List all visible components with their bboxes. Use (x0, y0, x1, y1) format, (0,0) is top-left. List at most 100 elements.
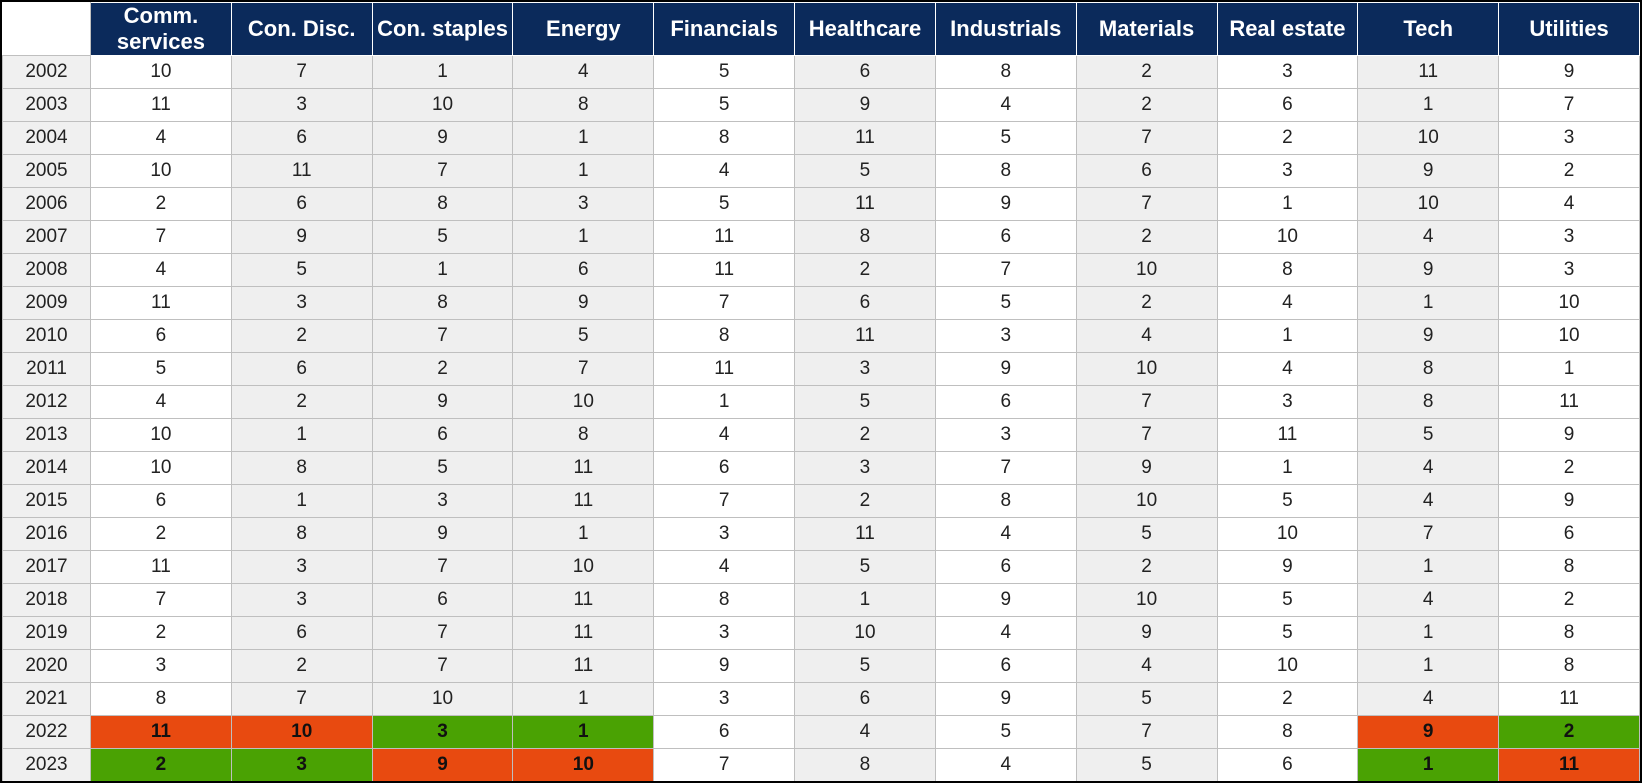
value-cell: 11 (795, 188, 936, 221)
year-cell: 2014 (3, 452, 91, 485)
value-cell: 2 (1499, 155, 1640, 188)
year-cell: 2020 (3, 650, 91, 683)
value-cell: 5 (654, 56, 795, 89)
year-cell: 2015 (3, 485, 91, 518)
col-header: Financials (654, 3, 795, 56)
value-cell: 8 (935, 485, 1076, 518)
value-cell: 8 (795, 221, 936, 254)
value-cell: 8 (654, 122, 795, 155)
value-cell: 2 (231, 650, 372, 683)
year-cell: 2023 (3, 749, 91, 782)
value-cell: 9 (1499, 419, 1640, 452)
value-cell: 6 (91, 485, 232, 518)
value-cell: 4 (654, 551, 795, 584)
value-cell: 7 (372, 617, 513, 650)
value-cell: 9 (372, 122, 513, 155)
col-header: Energy (513, 3, 654, 56)
value-cell: 6 (1076, 155, 1217, 188)
value-cell: 9 (935, 683, 1076, 716)
value-cell: 10 (513, 386, 654, 419)
value-cell: 5 (1217, 485, 1358, 518)
value-cell: 6 (231, 617, 372, 650)
value-cell: 9 (1217, 551, 1358, 584)
value-cell: 8 (231, 452, 372, 485)
value-cell: 6 (935, 650, 1076, 683)
value-cell: 6 (1217, 89, 1358, 122)
value-cell: 8 (231, 518, 372, 551)
value-cell: 11 (513, 650, 654, 683)
value-cell: 3 (935, 320, 1076, 353)
value-cell: 8 (1217, 254, 1358, 287)
value-cell: 4 (935, 518, 1076, 551)
value-cell: 7 (372, 320, 513, 353)
value-cell: 2 (1499, 716, 1640, 749)
value-cell: 8 (1358, 386, 1499, 419)
value-cell: 10 (513, 551, 654, 584)
value-cell: 2 (795, 485, 936, 518)
value-cell: 5 (654, 89, 795, 122)
value-cell: 11 (654, 254, 795, 287)
value-cell: 3 (1217, 56, 1358, 89)
value-cell: 9 (935, 584, 1076, 617)
table-row: 20221110316457892 (3, 716, 1640, 749)
value-cell: 5 (1076, 518, 1217, 551)
value-cell: 9 (1499, 56, 1640, 89)
value-cell: 9 (372, 518, 513, 551)
value-cell: 10 (372, 89, 513, 122)
table-row: 20077951118621043 (3, 221, 1640, 254)
value-cell: 3 (231, 584, 372, 617)
value-cell: 4 (91, 254, 232, 287)
value-cell: 4 (1358, 683, 1499, 716)
table-corner-cell (3, 3, 91, 56)
value-cell: 11 (1217, 419, 1358, 452)
value-cell: 9 (513, 287, 654, 320)
value-cell: 8 (1499, 551, 1640, 584)
value-cell: 3 (795, 452, 936, 485)
value-cell: 6 (1217, 749, 1358, 782)
value-cell: 2 (1076, 221, 1217, 254)
value-cell: 6 (935, 386, 1076, 419)
value-cell: 1 (1217, 452, 1358, 485)
year-cell: 2017 (3, 551, 91, 584)
table-row: 20218710136952411 (3, 683, 1640, 716)
value-cell: 1 (513, 518, 654, 551)
value-cell: 6 (795, 287, 936, 320)
value-cell: 10 (91, 56, 232, 89)
value-cell: 1 (1358, 650, 1499, 683)
value-cell: 5 (91, 353, 232, 386)
table-row: 20021071456823119 (3, 56, 1640, 89)
table-body: 2002107145682311920031131085942617200446… (3, 56, 1640, 782)
value-cell: 4 (1358, 485, 1499, 518)
value-cell: 2 (1076, 551, 1217, 584)
value-cell: 10 (1217, 650, 1358, 683)
value-cell: 2 (1217, 683, 1358, 716)
value-cell: 9 (1499, 485, 1640, 518)
value-cell: 1 (1217, 320, 1358, 353)
value-cell: 11 (1358, 56, 1499, 89)
value-cell: 8 (935, 155, 1076, 188)
value-cell: 1 (1358, 617, 1499, 650)
value-cell: 10 (1217, 518, 1358, 551)
value-cell: 5 (1076, 683, 1217, 716)
table-row: 20106275811341910 (3, 320, 1640, 353)
value-cell: 6 (372, 419, 513, 452)
value-cell: 1 (1358, 287, 1499, 320)
value-cell: 5 (513, 320, 654, 353)
value-cell: 3 (935, 419, 1076, 452)
value-cell: 1 (372, 56, 513, 89)
value-cell: 5 (795, 155, 936, 188)
col-header: Materials (1076, 3, 1217, 56)
col-header: Industrials (935, 3, 1076, 56)
value-cell: 9 (1358, 716, 1499, 749)
table-row: 20141085116379142 (3, 452, 1640, 485)
value-cell: 5 (1217, 617, 1358, 650)
value-cell: 3 (372, 716, 513, 749)
value-cell: 9 (1358, 320, 1499, 353)
value-cell: 10 (231, 716, 372, 749)
value-cell: 3 (231, 749, 372, 782)
value-cell: 9 (1076, 617, 1217, 650)
table-row: 20115627113910481 (3, 353, 1640, 386)
value-cell: 7 (1076, 419, 1217, 452)
year-cell: 2002 (3, 56, 91, 89)
value-cell: 7 (1499, 89, 1640, 122)
